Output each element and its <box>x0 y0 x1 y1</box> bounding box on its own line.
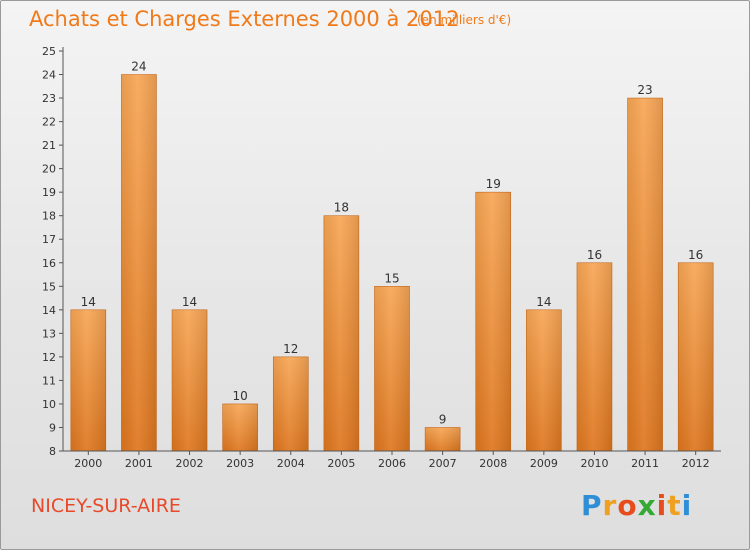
bar-shade <box>323 215 359 451</box>
y-tick-label: 11 <box>42 374 56 387</box>
x-tick-label: 2010 <box>580 457 608 470</box>
y-tick-label: 8 <box>49 445 56 458</box>
bar-shade <box>374 286 410 451</box>
x-tick-label: 2005 <box>327 457 355 470</box>
x-tick-label: 2007 <box>429 457 457 470</box>
x-tick-label: 2000 <box>74 457 102 470</box>
bar-shade <box>425 427 461 451</box>
bars-group: 14 24 14 10 12 18 15 9 19 14 16 23 16 <box>70 60 714 452</box>
y-tick-label: 20 <box>42 163 56 176</box>
y-tick-label: 25 <box>42 45 56 58</box>
town-name: NICEY-SUR-AIRE <box>31 495 181 517</box>
bar-shade <box>678 262 714 451</box>
y-axis: 8 9 10 11 12 13 14 15 16 17 18 19 20 21 22 23 24 25 <box>42 45 64 458</box>
x-tick-label: 2001 <box>125 457 153 470</box>
y-tick-label: 13 <box>42 327 56 340</box>
logo-letter: o <box>617 489 638 522</box>
logo-letter: x <box>637 489 657 522</box>
bar-shade <box>576 262 612 451</box>
bar-value-label: 9 <box>439 412 447 426</box>
chart-subtitle: (en milliers d'€) <box>417 13 512 27</box>
x-axis: 2000 2001 2002 2003 2004 2005 2006 2007 2008 2009… <box>63 450 721 470</box>
bar-shade <box>526 309 562 451</box>
bar-value-label: 24 <box>131 60 146 74</box>
y-tick-label: 17 <box>42 233 56 246</box>
chart-title: Achats et Charges Externes 2000 à 2012 <box>29 7 460 31</box>
bar-value-label: 12 <box>283 342 298 356</box>
logo-letter: P <box>581 489 603 522</box>
logo-letter: r <box>602 489 618 522</box>
logo-letter: i <box>656 489 668 522</box>
y-tick-label: 16 <box>42 257 56 270</box>
bar-shade <box>70 309 106 451</box>
bar-shade <box>627 98 663 451</box>
bar-value-label: 16 <box>587 248 602 262</box>
bar-value-label: 23 <box>637 83 652 97</box>
y-tick-label: 18 <box>42 210 56 223</box>
proxiti-logo[interactable]: Proxiti <box>581 489 692 522</box>
bar-value-label: 14 <box>81 295 96 309</box>
bar-value-label: 16 <box>688 248 703 262</box>
bar-value-label: 14 <box>182 295 197 309</box>
logo-letter: t <box>667 489 682 522</box>
bar-shade <box>475 192 511 452</box>
x-tick-label: 2008 <box>479 457 507 470</box>
y-tick-label: 9 <box>49 421 56 434</box>
y-tick-label: 23 <box>42 92 56 105</box>
bar-shade <box>222 403 258 451</box>
x-tick-label: 2009 <box>530 457 558 470</box>
y-tick-label: 15 <box>42 280 56 293</box>
y-tick-label: 22 <box>42 116 56 129</box>
y-tick-label: 10 <box>42 398 56 411</box>
bar-value-label: 14 <box>536 295 551 309</box>
bar-shade <box>121 74 157 451</box>
y-tick-label: 12 <box>42 351 56 364</box>
x-tick-label: 2006 <box>378 457 406 470</box>
y-tick-label: 24 <box>42 69 56 82</box>
x-tick-label: 2012 <box>682 457 710 470</box>
bar-value-label: 18 <box>334 201 349 215</box>
x-tick-label: 2004 <box>277 457 305 470</box>
bar-value-label: 15 <box>384 271 399 285</box>
y-tick-label: 14 <box>42 304 56 317</box>
x-tick-label: 2011 <box>631 457 659 470</box>
x-tick-label: 2002 <box>176 457 204 470</box>
bar-value-label: 10 <box>233 389 248 403</box>
y-tick-label: 21 <box>42 139 56 152</box>
bar-shade <box>273 356 309 451</box>
x-tick-label: 2003 <box>226 457 254 470</box>
bar-shade <box>172 309 208 451</box>
y-tick-label: 19 <box>42 186 56 199</box>
logo-letter: i <box>681 489 693 522</box>
bar-value-label: 19 <box>486 177 501 191</box>
